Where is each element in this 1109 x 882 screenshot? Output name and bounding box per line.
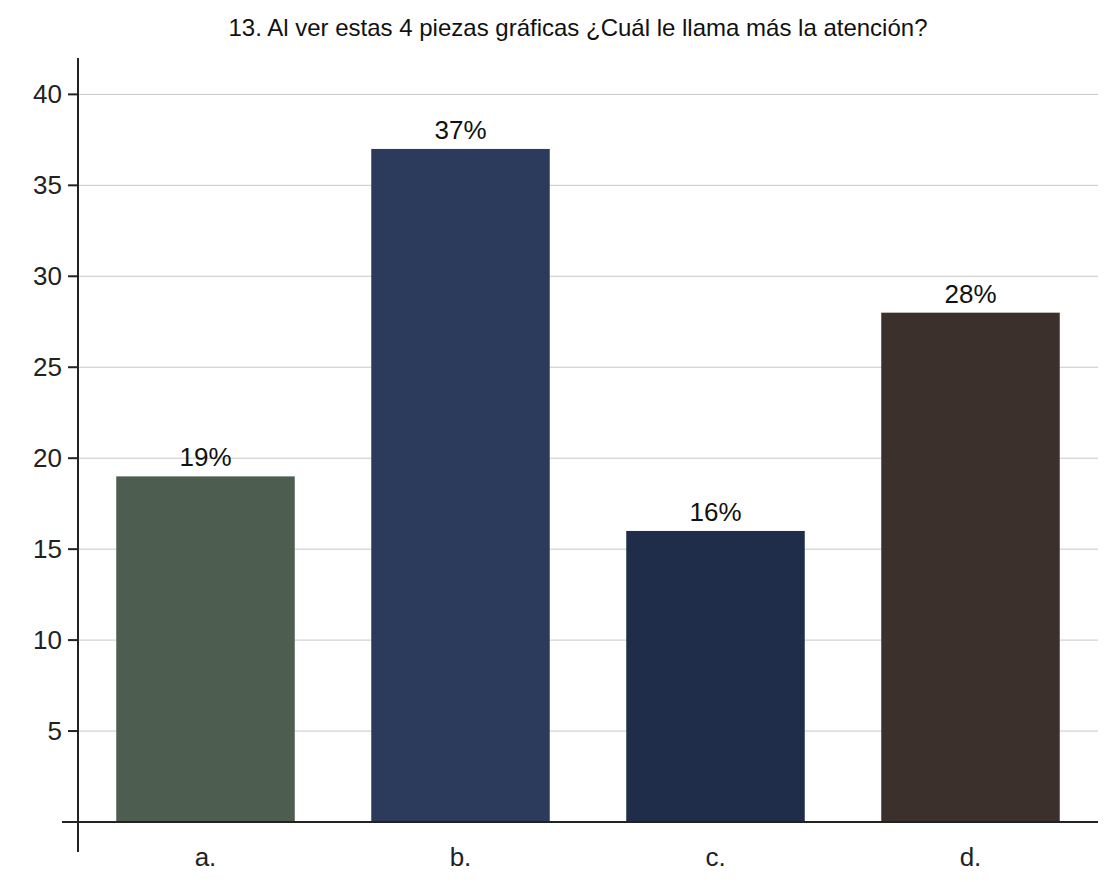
- tick-label: 30: [33, 261, 62, 291]
- y-axis: [77, 58, 79, 852]
- bar: [881, 313, 1060, 822]
- bar: [116, 476, 295, 822]
- data-label: 16%: [689, 497, 741, 527]
- category-label: a.: [195, 842, 217, 872]
- data-label: 19%: [179, 442, 231, 472]
- tick-label: 40: [33, 79, 62, 109]
- tick-mark: [68, 639, 78, 641]
- bar: [371, 149, 550, 822]
- tick-label: 35: [33, 170, 62, 200]
- data-label: 37%: [434, 115, 486, 145]
- grid-line: [78, 94, 1098, 95]
- data-label: 28%: [944, 279, 996, 309]
- tick-label: 10: [33, 625, 62, 655]
- category-label: c.: [705, 842, 725, 872]
- tick-mark: [68, 93, 78, 95]
- tick-label: 15: [33, 534, 62, 564]
- tick-label: 25: [33, 352, 62, 382]
- tick-mark: [68, 366, 78, 368]
- tick-mark: [68, 457, 78, 459]
- bar: [626, 531, 805, 822]
- tick-mark: [68, 730, 78, 732]
- chart: 13. Al ver estas 4 piezas gráficas ¿Cuál…: [0, 0, 1109, 882]
- title: 13. Al ver estas 4 piezas gráficas ¿Cuál…: [228, 14, 927, 41]
- grid-line: [78, 276, 1098, 277]
- category-label: d.: [960, 842, 982, 872]
- tick-mark: [68, 548, 78, 550]
- tick-mark: [68, 184, 78, 186]
- tick-mark: [68, 275, 78, 277]
- tick-label: 5: [48, 716, 62, 746]
- grid-line: [78, 185, 1098, 186]
- bars: [116, 149, 1060, 822]
- category-label: b.: [450, 842, 472, 872]
- tick-label: 20: [33, 443, 62, 473]
- x-axis: [62, 821, 1098, 823]
